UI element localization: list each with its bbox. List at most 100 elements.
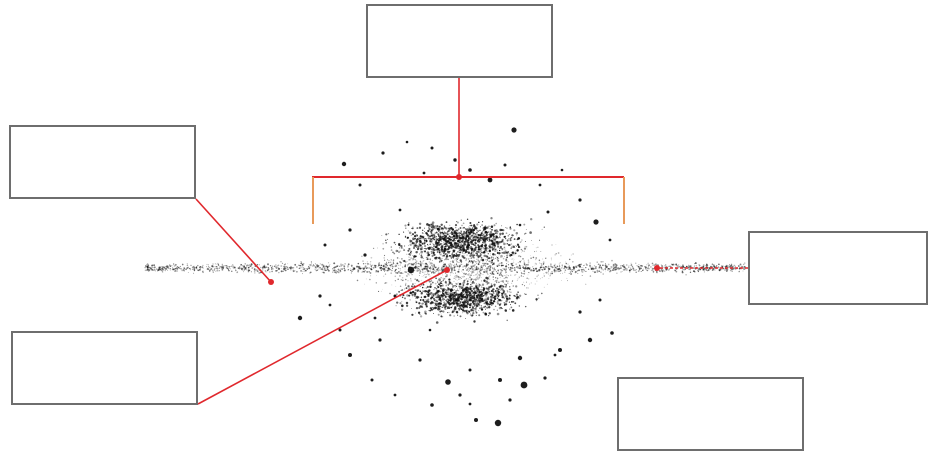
star	[530, 254, 531, 256]
star	[433, 293, 435, 295]
star	[426, 263, 428, 266]
star	[420, 250, 423, 254]
star	[457, 307, 459, 309]
star	[163, 266, 165, 269]
star	[646, 269, 648, 272]
star	[509, 304, 512, 306]
star	[445, 303, 448, 305]
star	[491, 265, 493, 266]
star	[600, 266, 603, 269]
star	[222, 266, 225, 268]
star	[179, 265, 181, 267]
star	[153, 268, 156, 271]
star	[262, 270, 264, 272]
star	[480, 232, 483, 235]
star	[452, 233, 454, 235]
star	[426, 262, 428, 264]
star	[300, 261, 302, 263]
star	[484, 225, 487, 227]
star	[401, 258, 403, 260]
star	[449, 272, 452, 274]
star	[423, 275, 425, 277]
star	[626, 268, 628, 270]
star	[430, 292, 433, 295]
star	[688, 268, 690, 270]
star	[385, 239, 387, 241]
star	[451, 252, 454, 255]
star	[698, 264, 700, 266]
star	[486, 276, 488, 279]
star	[543, 268, 545, 270]
star	[528, 283, 531, 285]
star	[733, 267, 736, 269]
star	[431, 296, 434, 299]
star	[556, 265, 558, 267]
star	[202, 264, 204, 267]
star	[540, 251, 542, 253]
star	[498, 306, 502, 310]
star	[394, 270, 397, 272]
star	[612, 269, 614, 271]
star	[452, 306, 453, 308]
star	[419, 264, 422, 267]
star	[452, 297, 454, 299]
star	[452, 251, 454, 254]
star	[470, 274, 472, 276]
star	[496, 302, 500, 305]
star	[594, 267, 597, 270]
star	[607, 263, 610, 266]
star	[461, 312, 463, 314]
star	[480, 236, 483, 239]
star	[441, 257, 443, 260]
star	[442, 310, 445, 313]
star	[524, 264, 527, 266]
star	[692, 266, 695, 269]
star	[472, 303, 474, 305]
star	[455, 272, 457, 274]
star	[400, 308, 404, 311]
star	[470, 266, 473, 269]
star	[490, 266, 492, 268]
star	[214, 266, 216, 268]
star	[197, 264, 199, 267]
star	[405, 282, 407, 285]
star	[448, 280, 450, 283]
star	[511, 127, 517, 133]
star	[495, 279, 498, 283]
star	[284, 269, 287, 272]
star	[401, 304, 404, 308]
star	[384, 282, 386, 284]
star	[294, 264, 296, 266]
star	[483, 270, 485, 272]
star	[366, 267, 369, 269]
star	[527, 264, 529, 266]
star	[459, 259, 462, 262]
star	[441, 260, 443, 262]
star	[237, 271, 239, 273]
star	[509, 308, 511, 310]
star	[514, 258, 515, 260]
star	[434, 225, 437, 227]
star	[466, 244, 468, 246]
star	[498, 256, 499, 258]
star	[421, 276, 423, 278]
star	[451, 272, 453, 274]
star	[533, 269, 535, 272]
star	[455, 254, 458, 258]
star	[419, 260, 422, 262]
star	[613, 266, 616, 269]
star	[424, 244, 427, 248]
star	[592, 270, 594, 272]
star	[215, 268, 217, 270]
star	[494, 242, 496, 244]
star	[406, 294, 409, 297]
star	[405, 140, 409, 144]
star	[494, 305, 497, 308]
star	[469, 221, 472, 225]
star	[520, 269, 522, 271]
star	[461, 309, 465, 312]
star	[412, 296, 414, 298]
star	[491, 228, 493, 231]
star	[470, 277, 472, 279]
star	[741, 265, 743, 267]
